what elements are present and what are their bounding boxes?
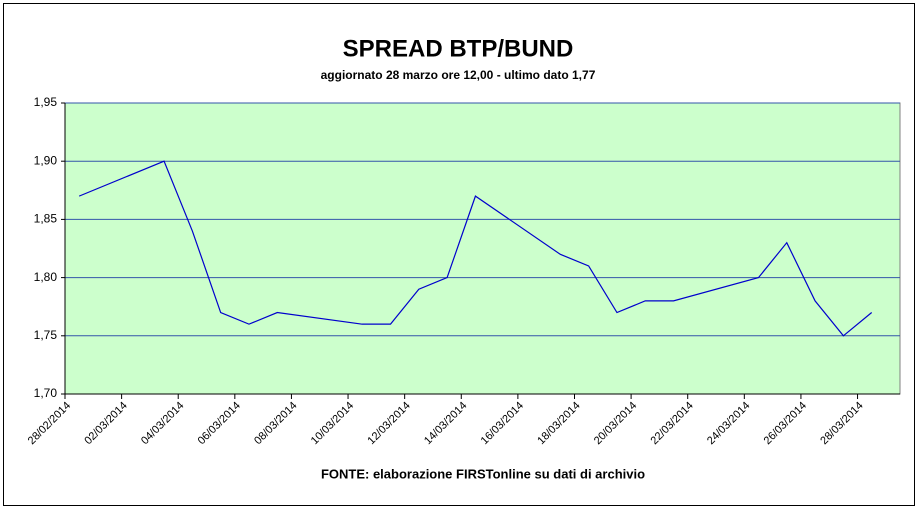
y-tick-label: 1,80 — [34, 270, 58, 284]
y-tick-label: 1,75 — [34, 328, 58, 342]
y-tick-label: 1,85 — [34, 212, 58, 226]
chart-title: SPREAD BTP/BUND — [343, 35, 574, 62]
source-note: FONTE: elaborazione FIRSTonline su dati … — [321, 466, 645, 481]
chart-subtitle: aggiornato 28 marzo ore 12,00 - ultimo d… — [321, 68, 596, 82]
y-tick-label: 1,70 — [34, 386, 58, 400]
plot-area — [64, 102, 901, 395]
y-tick-label: 1,90 — [34, 153, 58, 167]
y-tick-label: 1,95 — [34, 95, 58, 109]
data-line — [78, 160, 873, 337]
